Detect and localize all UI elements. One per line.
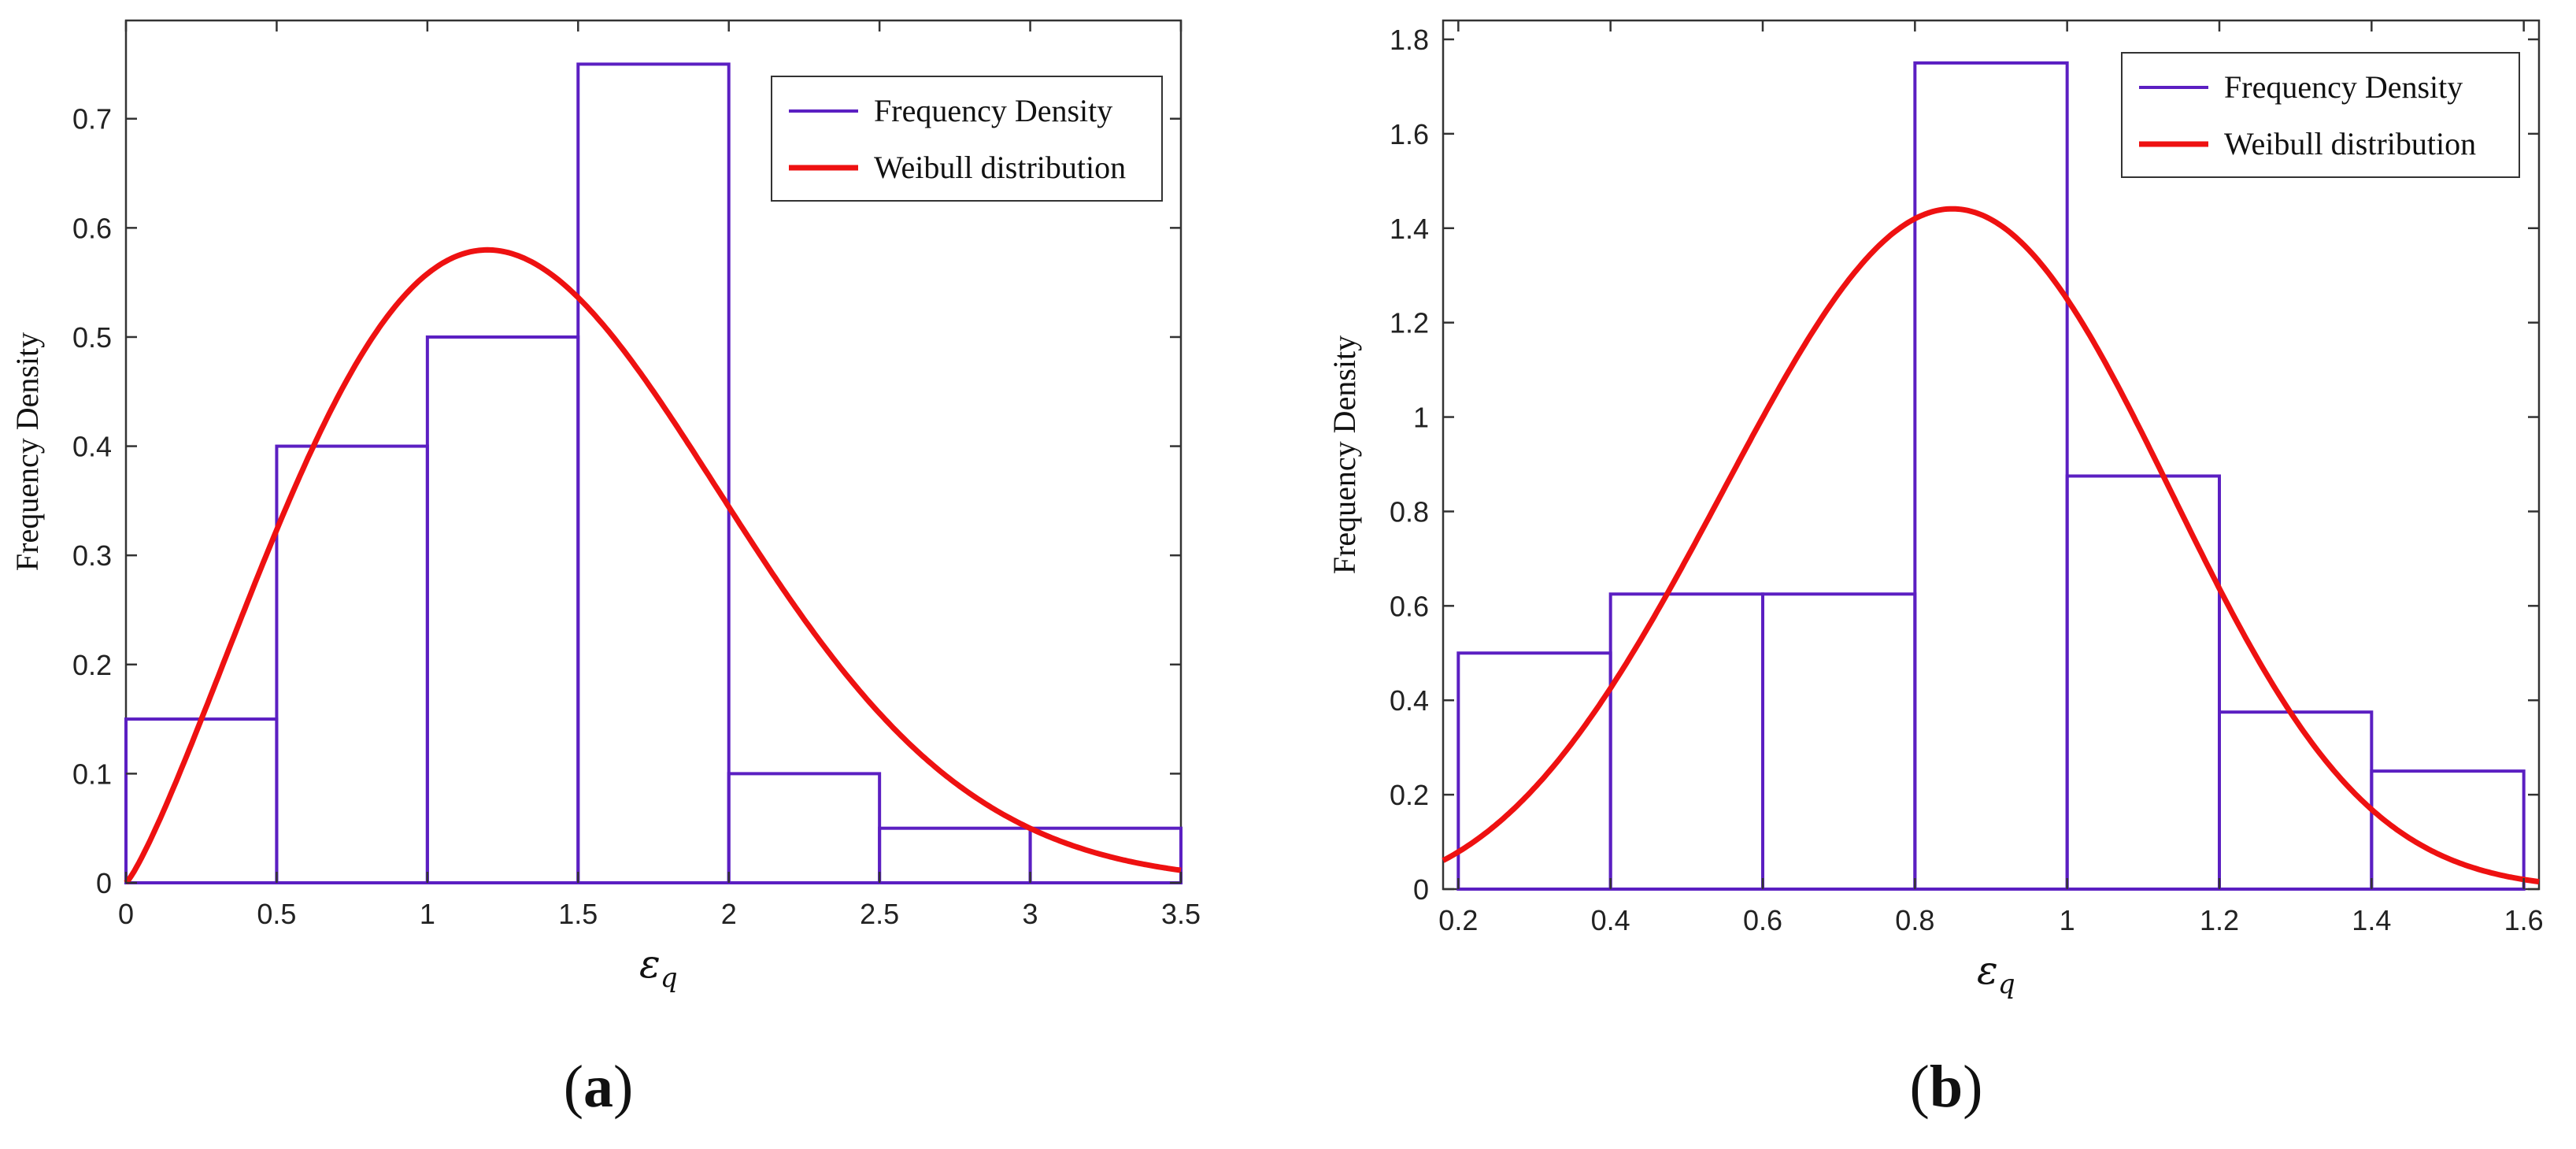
panel-label: (a) <box>564 1054 634 1120</box>
x-axis-label: εq <box>1977 947 2015 1000</box>
x-tick-label: 0.8 <box>1895 904 1934 936</box>
y-tick-label: 0.1 <box>72 758 112 790</box>
y-tick-label: 0.4 <box>72 431 112 463</box>
x-axis-label-symbol: ε <box>639 941 661 987</box>
x-tick-label: 3 <box>1023 898 1038 930</box>
y-tick-label: 0 <box>1413 873 1429 906</box>
panel-label-letter: a <box>583 1054 613 1120</box>
x-tick-label: 0.6 <box>1743 904 1782 936</box>
y-tick-label: 0.4 <box>1390 684 1429 717</box>
x-tick-label: 1.5 <box>558 898 598 930</box>
histogram-bar <box>1028 826 1183 884</box>
x-tick-label: 1 <box>420 898 435 930</box>
y-axis-label: Frequency Density <box>1327 335 1362 574</box>
chart-panel-b: 0.2 0.4 0.6 0.8 1 1.2 1.4 1.6 0 0.2 0.4 0.6 0.8 1 1.2 1… <box>1327 19 2544 1120</box>
x-tick-label: 0.2 <box>1438 904 1478 936</box>
histogram-bar <box>576 62 731 885</box>
histogram-bar <box>1456 651 1612 891</box>
y-tick-label: 0.2 <box>1390 779 1429 811</box>
y-tick-label: 1.2 <box>1390 307 1429 339</box>
legend-label-curve: Weibull distribution <box>2224 126 2476 161</box>
y-tick-label: 0.5 <box>72 321 112 354</box>
weibull-curve <box>1442 206 2540 885</box>
x-tick-label: 0 <box>118 898 134 930</box>
legend-box <box>771 76 1163 202</box>
x-tick-label: 0.5 <box>257 898 296 930</box>
panel-label: (b) <box>1910 1054 1983 1120</box>
legend-label-histogram: Frequency Density <box>874 93 1112 128</box>
panel-label-letter: b <box>1930 1054 1963 1120</box>
y-tick-label: 1.4 <box>1390 213 1429 245</box>
legend-label-curve: Weibull distribution <box>874 150 1126 185</box>
histogram-bar <box>124 717 279 885</box>
x-axis-label-subscript: q <box>661 962 678 994</box>
x-tick-label: 1.2 <box>2200 904 2239 936</box>
y-tick-label: 1 <box>1413 402 1429 434</box>
x-tick-label: 1.6 <box>2504 904 2544 936</box>
histogram-bar <box>1913 61 2069 891</box>
x-axis-label-subscript: q <box>1998 969 2015 1000</box>
y-axis-label: Frequency Density <box>9 332 45 571</box>
chart-panel-a: 0 0.5 1 1.5 2 2.5 3 3.5 0 0.1 0.2 0.3 0.4 0.5 0.6 0.7 εq… <box>9 19 1201 1120</box>
x-axis-label: εq <box>639 941 678 994</box>
legend-box <box>2121 52 2520 178</box>
y-tick-label: 0 <box>96 867 112 899</box>
x-tick-label: 1.4 <box>2352 904 2391 936</box>
x-tick-label: 1 <box>2060 904 2075 936</box>
weibull-curve <box>124 246 1182 885</box>
x-axis-label-symbol: ε <box>1977 947 1998 993</box>
y-tick-label: 1.8 <box>1390 24 1429 56</box>
x-tick-label: 2 <box>721 898 737 930</box>
histogram-bar <box>275 444 429 884</box>
histogram-bar <box>2370 769 2526 891</box>
y-tick-label: 0.2 <box>72 649 112 681</box>
y-tick-label: 0.7 <box>72 103 112 135</box>
x-tick-label: 0.4 <box>1591 904 1630 936</box>
histogram-bar <box>1608 592 1764 891</box>
histogram-bar <box>1761 592 1917 891</box>
histogram-bar <box>727 772 882 884</box>
histogram-bar <box>425 335 580 884</box>
x-tick-label: 2.5 <box>860 898 899 930</box>
y-tick-label: 1.6 <box>1390 118 1429 150</box>
histogram-bar <box>2218 710 2374 891</box>
y-tick-label: 0.3 <box>72 539 112 572</box>
y-tick-label: 0.6 <box>1390 590 1429 622</box>
y-tick-label: 0.6 <box>72 212 112 244</box>
histogram-bar <box>878 826 1032 884</box>
legend-label-histogram: Frequency Density <box>2224 69 2463 105</box>
y-tick-label: 0.8 <box>1390 495 1429 528</box>
histogram-bar <box>2065 474 2222 891</box>
x-tick-label: 3.5 <box>1161 898 1201 930</box>
